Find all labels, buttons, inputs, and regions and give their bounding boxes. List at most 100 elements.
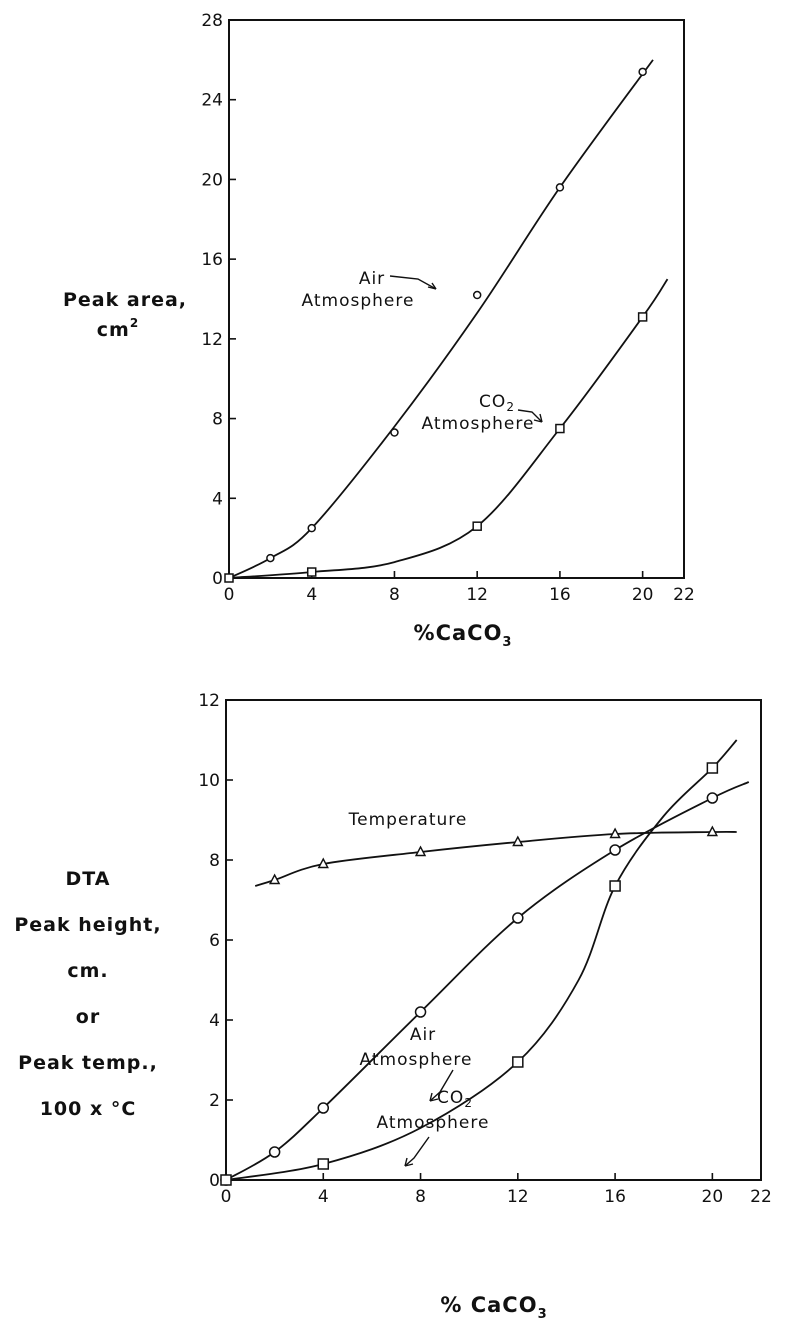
x-tick-label: 20 [632, 585, 654, 605]
co2-atmosphere-point [555, 423, 565, 434]
air-atmosphere-point [414, 1006, 427, 1018]
series-markers [224, 67, 648, 583]
series-curves [225, 739, 750, 1181]
air-atmosphere-curve [228, 59, 654, 579]
y-axis-label-line-1: DTA [66, 868, 111, 890]
x-tick-label: 8 [389, 585, 400, 605]
co2-atmosphere-label-line-2: Atmosphere [377, 1113, 490, 1133]
y-axis-label-line-3: cm. [67, 960, 108, 982]
temperature-point [609, 827, 621, 839]
series-markers [220, 762, 719, 1186]
x-tick-label: 16 [549, 585, 571, 605]
temperature-point [512, 835, 524, 847]
y-tick-label: 10 [198, 771, 220, 791]
x-tick-label: 0 [221, 1187, 232, 1207]
y-tick-label: 4 [209, 1011, 220, 1031]
co2-atmosphere-point [609, 880, 621, 892]
y-axis-label-line-6: 100 x °C [40, 1098, 137, 1120]
co2-atmosphere-point [220, 1174, 232, 1186]
x-tick-label: 8 [415, 1187, 426, 1207]
co2-atmosphere-curve [225, 739, 738, 1181]
co2-atmosphere-point [317, 1158, 330, 1170]
air-atmosphere-pointer [429, 1069, 454, 1102]
x-tick-label: 22 [673, 585, 695, 605]
air-atmosphere-label-line-1: Air [410, 1025, 436, 1045]
y-axis-label-line-1: Peak area, [63, 289, 187, 311]
co2-atmosphere-point [512, 1056, 524, 1068]
temperature-point [414, 845, 427, 857]
air-atmosphere-point [390, 428, 399, 437]
y-axis-ticks: 0 2 4 6 8 10 12 [198, 691, 233, 1191]
air-atmosphere-point [472, 290, 482, 300]
temperature-point [706, 825, 719, 837]
co2-atmosphere-label-line-1: CO2 [437, 1088, 473, 1110]
air-atmosphere-pointer [389, 275, 437, 290]
co2-atmosphere-label-line-1: CO2 [479, 392, 515, 414]
air-atmosphere-point [512, 912, 524, 924]
air-atmosphere-arrowhead [429, 1092, 439, 1102]
air-atmosphere-label-line-1: Air [359, 269, 385, 289]
co2-atmosphere-point [224, 573, 234, 583]
y-tick-label: 4 [212, 489, 223, 509]
x-axis-ticks: 0 4 8 12 16 20 22 [221, 1173, 772, 1207]
air-atmosphere-point [266, 553, 275, 563]
y-axis-label-line-2: Peak height, [14, 914, 161, 936]
plot-frame [228, 19, 685, 579]
series-curves [228, 59, 669, 579]
y-tick-label: 0 [209, 1171, 220, 1191]
x-tick-label: 20 [702, 1187, 724, 1207]
x-tick-label: 22 [750, 1187, 772, 1207]
y-tick-label: 12 [198, 691, 220, 711]
y-axis-ticks: 0 4 8 12 16 20 24 28 [201, 11, 236, 589]
co2-atmosphere-label-line-2: Atmosphere [422, 414, 535, 434]
co2-atmosphere-point [637, 312, 648, 322]
y-tick-label: 28 [201, 11, 223, 31]
co2-atmosphere-pointer [404, 1136, 430, 1167]
air-atmosphere-point [638, 67, 647, 77]
y-tick-label: 8 [209, 851, 220, 871]
air-atmosphere-label-line-2: Atmosphere [360, 1050, 473, 1070]
chart-peak-area: 0 4 8 12 16 20 22 0 4 8 12 16 20 24 28 Peak area, cm2… [63, 11, 695, 650]
temperature-point [268, 873, 281, 885]
y-tick-label: 6 [209, 931, 220, 951]
x-axis-label: % CaCO3 [440, 1293, 547, 1322]
x-tick-label: 16 [604, 1187, 626, 1207]
air-atmosphere-point [706, 792, 719, 804]
temperature-label: Temperature [348, 810, 468, 830]
co2-atmosphere-point [472, 521, 482, 531]
air-atmosphere-curve [225, 781, 750, 1181]
y-tick-label: 12 [201, 330, 223, 350]
x-tick-label: 12 [507, 1187, 529, 1207]
x-axis-label: %CaCO3 [414, 621, 513, 650]
x-tick-label: 4 [306, 585, 317, 605]
y-tick-label: 8 [212, 410, 223, 430]
x-tick-label: 0 [224, 585, 235, 605]
air-atmosphere-point [268, 1146, 281, 1158]
x-axis-ticks: 0 4 8 12 16 20 22 [224, 571, 695, 605]
x-tick-label: 12 [466, 585, 488, 605]
co2-atmosphere-point [306, 567, 317, 577]
y-axis-label-line-4: or [76, 1006, 100, 1028]
temperature-point [317, 857, 329, 869]
air-atmosphere-point [317, 1102, 330, 1114]
y-tick-label: 0 [212, 569, 223, 589]
co2-atmosphere-arrowhead [404, 1157, 414, 1167]
co2-atmosphere-point [706, 762, 719, 774]
y-tick-label: 16 [201, 250, 223, 270]
y-tick-label: 24 [201, 91, 223, 111]
y-axis-label-line-2: cm2 [97, 316, 139, 341]
temperature-curve [254, 830, 737, 887]
air-atmosphere-label-line-2: Atmosphere [302, 291, 415, 311]
co2-atmosphere-pointer [517, 409, 543, 423]
air-atmosphere-point [555, 183, 565, 192]
air-atmosphere-point [307, 523, 316, 533]
x-tick-label: 4 [318, 1187, 329, 1207]
co2-atmosphere-arrowhead [533, 413, 543, 423]
air-atmosphere-arrowhead [427, 282, 437, 290]
y-axis-label-line-5: Peak temp., [18, 1052, 158, 1074]
chart-dta-peak: 0 4 8 12 16 20 22 0 2 4 6 8 10 12 DTA Peak height, c… [14, 691, 771, 1322]
y-tick-label: 2 [209, 1091, 220, 1111]
y-tick-label: 20 [201, 170, 223, 190]
air-atmosphere-point [609, 844, 621, 856]
